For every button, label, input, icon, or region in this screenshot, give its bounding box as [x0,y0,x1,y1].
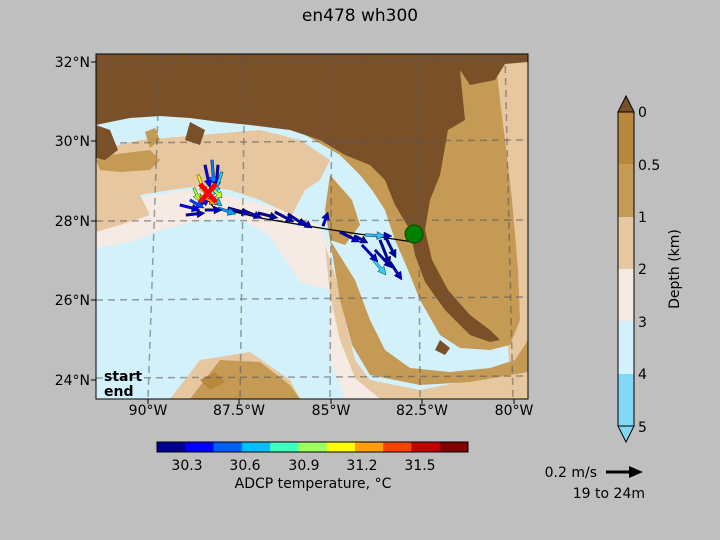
current-vector-arrow [321,211,330,227]
current-vector-arrow [388,261,403,281]
temp-tick-label: 31.2 [346,458,377,474]
reference-vector-speed: 0.2 m/s [545,465,597,481]
depth-colorbar: 0 0.5 1 2 3 4 5 Depth (km) [617,94,683,444]
reference-vector-depth: 19 to 24m [573,486,645,502]
temperature-colorbar: 30.3 30.6 30.9 31.2 31.5 ADCP temperatur… [156,441,469,492]
current-vector-arrow [378,239,391,266]
lat-tick-label: 28°N [55,214,90,230]
map-frame [95,53,529,400]
current-vector-arrow [287,212,307,227]
current-vector-arrow [189,198,205,209]
current-vector-arrow [257,211,279,221]
depth-colorbar-top-extension [617,94,635,113]
depth-colorbar-frame [617,111,635,427]
temperature-colorbar-label: ADCP temperature, °C [235,476,392,492]
temp-bin [213,442,243,452]
temp-tick-label: 31.5 [404,458,435,474]
current-vector-arrow [373,248,393,269]
figure-title: en478 wh300 [302,6,418,26]
temp-bin [326,442,356,452]
temperature-colorbar-bins [157,442,469,452]
depth-bin [618,164,634,217]
depth-tick-label: 0.5 [638,158,660,174]
current-vectors [179,159,403,281]
reference-arrow-head [629,466,643,478]
current-vector-arrow [354,234,369,244]
current-vector-arrow [217,206,237,216]
depth-bin [618,112,634,164]
temp-bin [411,442,441,452]
lon-tick-label: 85°W [312,403,351,419]
depth-colorbar-label: Depth (km) [667,229,683,309]
lon-tick-label: 87.5°W [213,403,265,419]
current-vector-arrow [212,188,223,199]
map-panel: start end 32°N 30°N 28°N 26°N 24°N 90°W … [55,53,534,419]
depth-tick-label: 2 [638,262,647,278]
current-vector-arrow [364,231,386,240]
current-vector-arrow [203,164,213,189]
temp-bin [383,442,412,452]
temp-bin [241,442,271,452]
temp-bin [439,442,469,452]
depth-colorbar-bottom-extension [617,425,635,444]
temp-bin [270,442,299,452]
temp-tick-label: 30.9 [288,458,319,474]
temp-tick-label: 30.6 [229,458,260,474]
depth-tick-label: 1 [638,210,647,226]
end-marker [198,182,218,204]
lon-tick-label: 82.5°W [396,403,448,419]
current-vector-arrow [204,205,223,215]
land [96,54,528,342]
reference-vector: 0.2 m/s 19 to 24m [545,465,645,502]
start-legend: start [104,369,142,385]
depth-tick-label: 5 [638,420,647,436]
depth-tick-label: 0 [638,105,647,121]
temp-bin [298,442,328,452]
current-vector-arrow [179,203,201,213]
start-marker [404,224,424,244]
current-vector-arrow [360,243,379,263]
lat-tick-label: 32°N [55,55,90,71]
temperature-colorbar-frame [156,441,469,453]
depth-bin [618,374,634,426]
current-vector-arrow [227,206,251,217]
lat-axis: 32°N 30°N 28°N 26°N 24°N [55,55,96,389]
temp-bin [157,442,186,452]
lat-tick-label: 24°N [55,373,90,389]
depth-bin [618,217,634,269]
current-vector-arrow [339,230,361,243]
end-legend: end [104,384,133,400]
temp-tick-label: 30.3 [171,458,202,474]
depth-tick-label: 3 [638,315,647,331]
current-vector-arrow [185,209,206,219]
depth-bin [618,321,634,374]
lat-tick-label: 30°N [55,134,90,150]
depth-bin [618,269,634,321]
lon-tick-label: 80°W [495,403,534,419]
lon-tick-label: 90°W [129,403,168,419]
temp-bin [354,442,384,452]
current-vector-arrow [274,210,295,223]
temp-bin [185,442,215,452]
depth-tick-label: 4 [638,367,647,383]
lon-axis: 90°W 87.5°W 85°W 82.5°W 80°W [129,399,534,419]
lat-tick-label: 26°N [55,293,90,309]
